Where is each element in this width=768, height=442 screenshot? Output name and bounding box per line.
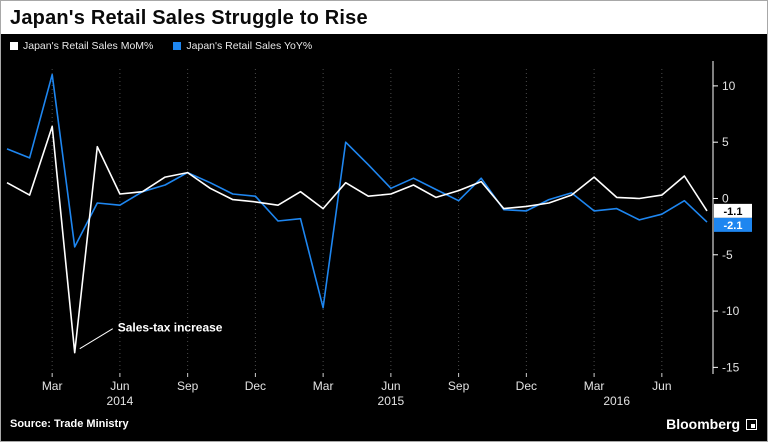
y-tick-label: -15 — [722, 360, 740, 374]
y-tick-label: 0 — [722, 191, 729, 205]
x-tick-label: Mar — [42, 379, 63, 393]
year-label: 2014 — [107, 394, 134, 408]
legend-label-mom: Japan's Retail Sales MoM% — [23, 40, 154, 52]
legend: Japan's Retail Sales MoM% Japan's Retail… — [10, 40, 312, 52]
chart-title: Japan's Retail Sales Struggle to Rise — [10, 7, 368, 29]
y-tick-label: -10 — [722, 304, 740, 318]
x-tick-label: Jun — [652, 379, 671, 393]
source-credit: Source: Trade Ministry — [10, 418, 129, 430]
year-label: 2015 — [378, 394, 405, 408]
x-tick-label: Dec — [245, 379, 266, 393]
end-value-label: -1.1 — [724, 206, 743, 218]
x-tick-label: Jun — [110, 379, 129, 393]
y-tick-label: -5 — [722, 248, 733, 262]
x-tick-label: Sep — [177, 379, 199, 393]
bloomberg-wordmark: Bloomberg — [666, 416, 740, 432]
legend-item-mom: Japan's Retail Sales MoM% — [10, 40, 153, 52]
bloomberg-terminal-icon — [746, 418, 757, 430]
y-tick-label: 5 — [722, 135, 729, 149]
y-tick-label: 10 — [722, 79, 736, 93]
mom-series-swatch-icon — [10, 42, 18, 50]
yoy-series-swatch-icon — [173, 42, 182, 50]
yoy-series-line — [6, 73, 708, 309]
year-label: 2016 — [603, 394, 630, 408]
x-tick-label: Dec — [516, 379, 537, 393]
x-tick-label: Jun — [381, 379, 400, 393]
x-tick-label: Mar — [584, 379, 605, 393]
end-value-label: -2.1 — [724, 220, 743, 232]
legend-label-yoy: Japan's Retail Sales YoY% — [186, 40, 313, 52]
mom-series-line — [6, 125, 708, 354]
end-value-label-box — [714, 203, 752, 218]
annotation-text: Sales-tax increase — [118, 321, 223, 335]
annotation-leader-line — [79, 328, 114, 350]
title-bar: Japan's Retail Sales Struggle to Rise — [1, 1, 767, 34]
end-value-label-box — [714, 217, 752, 232]
x-tick-label: Mar — [313, 379, 334, 393]
x-tick-label: Sep — [448, 379, 470, 393]
legend-item-yoy: Japan's Retail Sales YoY% — [173, 40, 312, 52]
bloomberg-logo: Bloomberg — [666, 416, 757, 432]
